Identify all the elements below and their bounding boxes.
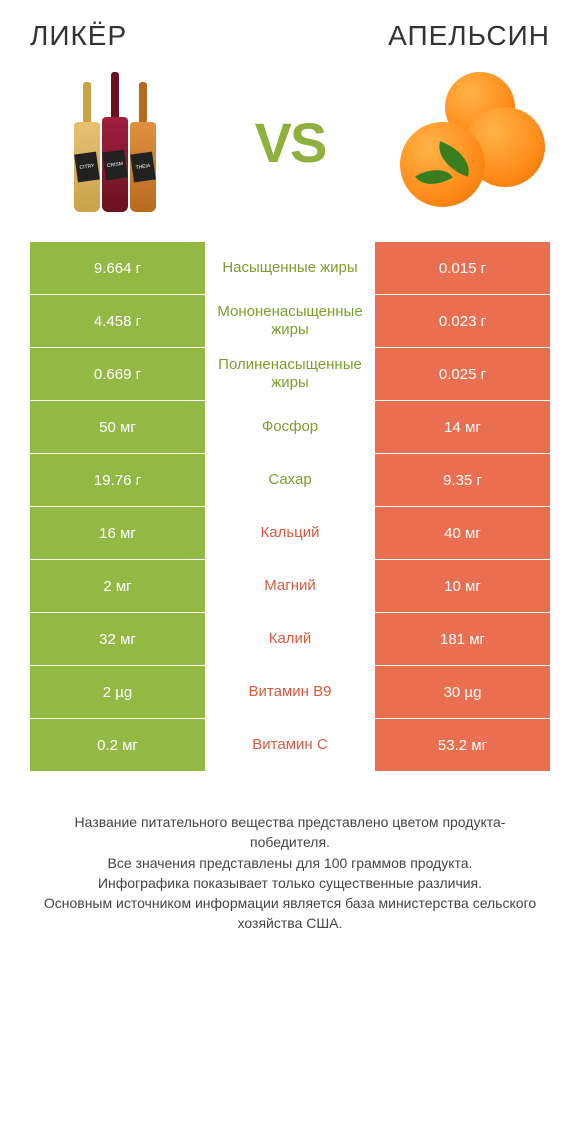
- table-row: 0.669 гПолиненасыщенные жиры0.025 г: [30, 348, 550, 401]
- left-value: 4.458 г: [30, 295, 205, 347]
- table-row: 2 мгМагний10 мг: [30, 560, 550, 613]
- bottle-1: CITRY: [74, 82, 100, 212]
- right-value: 14 мг: [375, 401, 550, 453]
- left-value: 32 мг: [30, 613, 205, 665]
- table-row: 4.458 гМононенасыщенные жиры0.023 г: [30, 295, 550, 348]
- left-value: 19.76 г: [30, 454, 205, 506]
- footer-line: Инфографика показывает только существенн…: [40, 873, 540, 893]
- table-row: 9.664 гНасыщенные жиры0.015 г: [30, 242, 550, 295]
- table-row: 16 мгКальций40 мг: [30, 507, 550, 560]
- right-value: 53.2 мг: [375, 719, 550, 771]
- right-value: 0.023 г: [375, 295, 550, 347]
- left-product-title: ЛИКЁР: [30, 20, 127, 52]
- left-value: 0.669 г: [30, 348, 205, 400]
- right-value: 30 µg: [375, 666, 550, 718]
- bottle-2: CRISM: [102, 72, 128, 212]
- table-row: 19.76 гСахар9.35 г: [30, 454, 550, 507]
- footer-line: Все значения представлены для 100 граммо…: [40, 853, 540, 873]
- header: ЛИКЁР АПЕЛЬСИН: [30, 20, 550, 52]
- right-value: 181 мг: [375, 613, 550, 665]
- liqueur-image: CITRY CRISM THEIA: [40, 67, 190, 217]
- left-value: 16 мг: [30, 507, 205, 559]
- nutrient-label: Полиненасыщенные жиры: [205, 348, 375, 400]
- nutrient-label: Фосфор: [205, 401, 375, 453]
- nutrient-label: Магний: [205, 560, 375, 612]
- nutrient-label: Насыщенные жиры: [205, 242, 375, 294]
- bottle-3: THEIA: [130, 82, 156, 212]
- vs-badge: VS: [255, 110, 326, 175]
- nutrient-label: Мононенасыщенные жиры: [205, 295, 375, 347]
- right-value: 0.015 г: [375, 242, 550, 294]
- footer-line: Название питательного вещества представл…: [40, 812, 540, 853]
- comparison-table: 9.664 гНасыщенные жиры0.015 г4.458 гМоно…: [30, 242, 550, 772]
- nutrient-label: Витамин B9: [205, 666, 375, 718]
- table-row: 2 µgВитамин B930 µg: [30, 666, 550, 719]
- left-value: 0.2 мг: [30, 719, 205, 771]
- left-value: 2 мг: [30, 560, 205, 612]
- right-value: 40 мг: [375, 507, 550, 559]
- nutrient-label: Калий: [205, 613, 375, 665]
- table-row: 32 мгКалий181 мг: [30, 613, 550, 666]
- left-value: 9.664 г: [30, 242, 205, 294]
- left-value: 50 мг: [30, 401, 205, 453]
- right-value: 9.35 г: [375, 454, 550, 506]
- product-images-row: CITRY CRISM THEIA VS: [30, 67, 550, 217]
- table-row: 0.2 мгВитамин C53.2 мг: [30, 719, 550, 772]
- table-row: 50 мгФосфор14 мг: [30, 401, 550, 454]
- right-value: 0.025 г: [375, 348, 550, 400]
- footer-line: Основным источником информации является …: [40, 893, 540, 934]
- footer-note: Название питательного вещества представл…: [30, 812, 550, 934]
- orange-image: [390, 67, 540, 217]
- right-product-title: АПЕЛЬСИН: [388, 20, 550, 52]
- nutrient-label: Сахар: [205, 454, 375, 506]
- left-value: 2 µg: [30, 666, 205, 718]
- nutrient-label: Кальций: [205, 507, 375, 559]
- right-value: 10 мг: [375, 560, 550, 612]
- nutrient-label: Витамин C: [205, 719, 375, 771]
